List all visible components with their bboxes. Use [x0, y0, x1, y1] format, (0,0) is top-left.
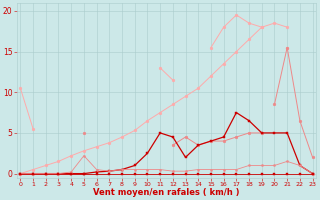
- X-axis label: Vent moyen/en rafales ( km/h ): Vent moyen/en rafales ( km/h ): [93, 188, 240, 197]
